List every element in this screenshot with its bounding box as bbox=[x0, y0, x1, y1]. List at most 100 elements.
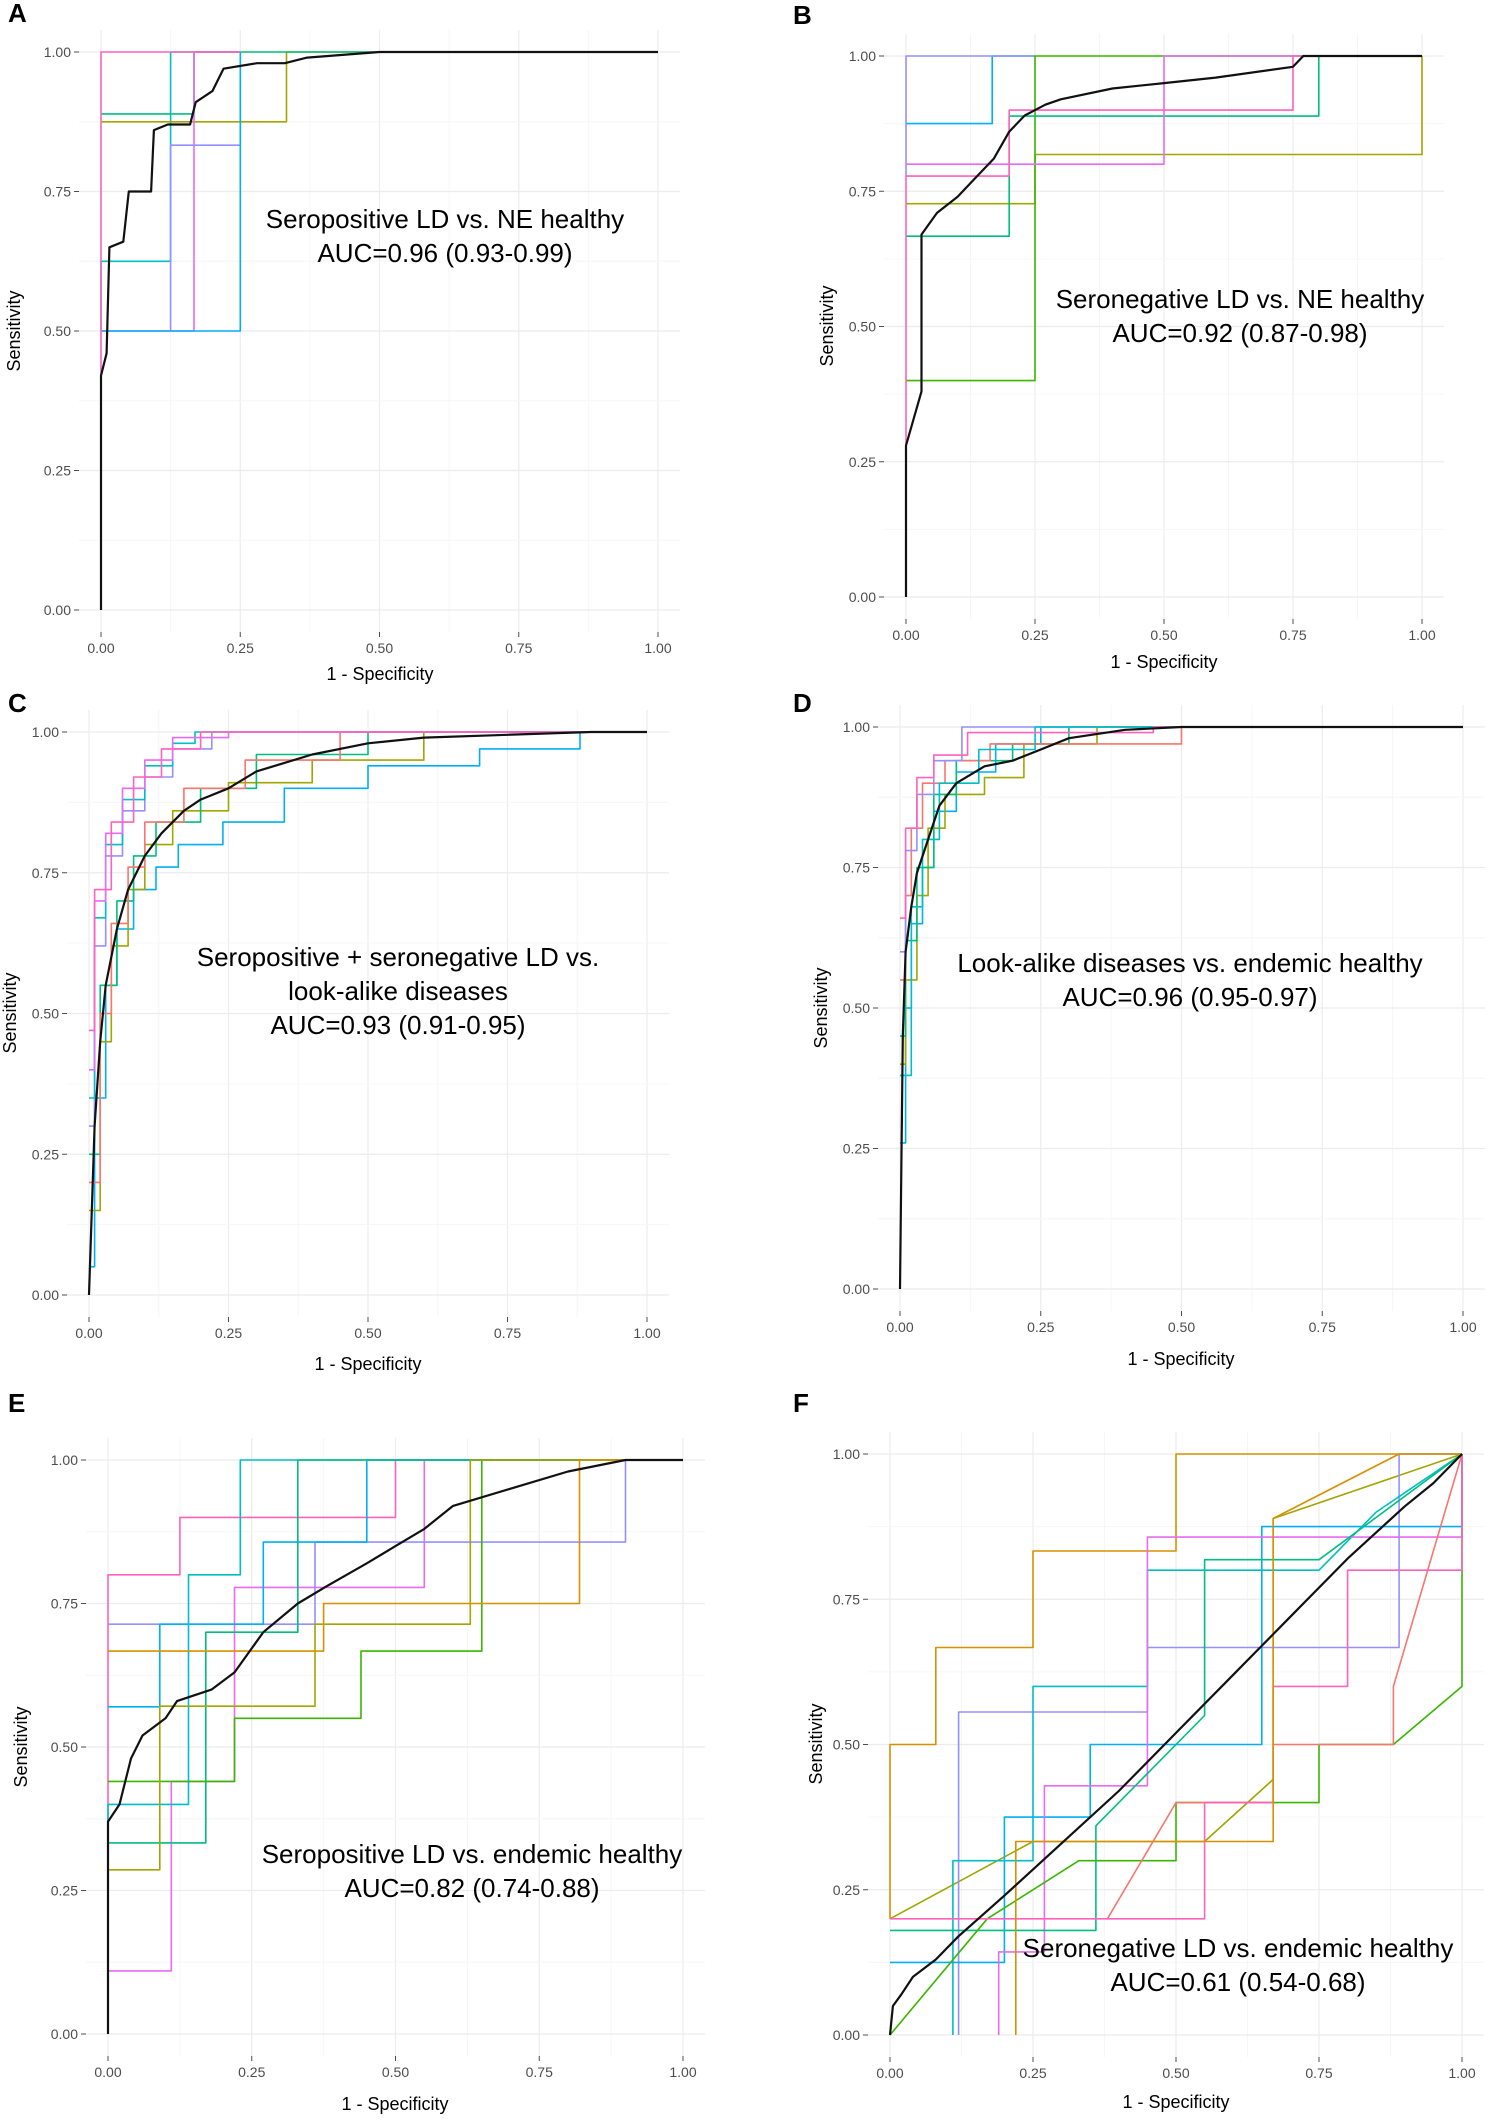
auc-annotation: Look-alike diseases vs. endemic healthy bbox=[957, 948, 1422, 978]
y-tick-label: 0.00 bbox=[51, 2026, 78, 2042]
y-tick-label: 1.00 bbox=[833, 1446, 860, 1462]
panel-letter: F bbox=[793, 1388, 809, 1418]
x-tick-label: 0.00 bbox=[876, 2065, 903, 2081]
x-tick-label: 0.50 bbox=[354, 1325, 381, 1341]
x-tick-label: 0.50 bbox=[1168, 1319, 1195, 1335]
panel-letter: A bbox=[8, 0, 27, 28]
y-tick-label: 1.00 bbox=[849, 48, 876, 64]
panel-b: B 0.00 0.25 0.50 0.75 1.00 0.00 0.25 0.50 0.75 1.0… bbox=[793, 0, 1444, 672]
panel-a: A 0.00 0.25 0.50 0.75 1.00 0.00 0.25 0.50 0.75 1.0… bbox=[4, 0, 680, 684]
y-tick-label: 1.00 bbox=[44, 44, 71, 60]
y-tick-label: 0.75 bbox=[849, 183, 876, 199]
panel-letter: B bbox=[793, 0, 812, 30]
x-tick-label: 0.75 bbox=[526, 2064, 553, 2080]
x-tick-label: 0.50 bbox=[382, 2064, 409, 2080]
roc-curve-fold bbox=[1015, 1453, 1462, 2035]
roc-curve-mean bbox=[87, 730, 647, 1296]
x-tick-label: 0.25 bbox=[227, 640, 254, 656]
y-axis-title: Sensitivity bbox=[11, 1706, 31, 1787]
roc-curve-mean bbox=[106, 1458, 683, 2034]
y-tick-label: 0.25 bbox=[849, 454, 876, 470]
y-tick-label: 1.00 bbox=[51, 1452, 78, 1468]
x-axis-title: 1 - Specificity bbox=[1127, 1349, 1234, 1369]
x-tick-label: 1.00 bbox=[1408, 627, 1435, 643]
auc-annotation: AUC=0.96 (0.93-0.99) bbox=[317, 238, 572, 268]
y-tick-label: 0.00 bbox=[843, 1281, 870, 1297]
y-tick-label: 0.00 bbox=[833, 2027, 860, 2043]
y-tick-label: 0.00 bbox=[849, 589, 876, 605]
auc-annotation: Seropositive + seronegative LD vs. bbox=[197, 942, 600, 972]
roc-curve-fold bbox=[89, 731, 647, 1032]
roc-curve-fold bbox=[889, 1453, 1462, 1919]
x-tick-label: 1.00 bbox=[633, 1325, 660, 1341]
panel-letter: C bbox=[8, 688, 27, 718]
roc-curve-fold bbox=[890, 1453, 1463, 1932]
y-tick-label: 1.00 bbox=[843, 719, 870, 735]
roc-curve-fold bbox=[101, 52, 242, 332]
y-axis-title: Sensitivity bbox=[817, 285, 837, 366]
roc-curve-fold bbox=[108, 1459, 683, 1783]
x-tick-label: 0.00 bbox=[892, 627, 919, 643]
y-tick-label: 0.00 bbox=[32, 1287, 59, 1303]
y-tick-label: 0.25 bbox=[51, 1883, 78, 1899]
panel-e: E 0.00 0.25 0.50 0.75 1.00 0.00 0.25 0.50 0.75 1.0… bbox=[8, 1388, 705, 2114]
y-tick-label: 0.50 bbox=[44, 323, 71, 339]
y-axis-title: Sensitivity bbox=[4, 290, 24, 371]
auc-annotation: AUC=0.92 (0.87-0.98) bbox=[1112, 318, 1367, 348]
y-axis-title: Sensitivity bbox=[811, 967, 831, 1048]
auc-annotation: AUC=0.61 (0.54-0.68) bbox=[1110, 1967, 1365, 1997]
panel-letter: E bbox=[8, 1388, 25, 1418]
y-tick-label: 0.25 bbox=[843, 1141, 870, 1157]
y-tick-label: 0.25 bbox=[32, 1146, 59, 1162]
y-tick-label: 0.25 bbox=[44, 463, 71, 479]
roc-curve-fold bbox=[108, 1459, 683, 1844]
roc-curve-fold bbox=[889, 1453, 1463, 1920]
x-tick-label: 1.00 bbox=[1449, 1319, 1476, 1335]
x-tick-label: 0.25 bbox=[238, 2064, 265, 2080]
x-axis-title: 1 - Specificity bbox=[314, 1354, 421, 1374]
panel-letter: D bbox=[793, 688, 812, 718]
y-tick-label: 0.75 bbox=[833, 1591, 860, 1607]
y-axis-title: Sensitivity bbox=[0, 972, 20, 1053]
x-axis-title: 1 - Specificity bbox=[341, 2094, 448, 2114]
y-tick-label: 0.25 bbox=[833, 1882, 860, 1898]
roc-curve-mean bbox=[904, 54, 1422, 597]
roc-curve-mean bbox=[888, 1453, 1463, 2036]
x-tick-label: 1.00 bbox=[669, 2064, 696, 2080]
roc-curve-fold bbox=[108, 1459, 683, 1972]
x-axis-title: 1 - Specificity bbox=[326, 664, 433, 684]
x-tick-label: 0.75 bbox=[1305, 2065, 1332, 2081]
y-tick-label: 0.50 bbox=[51, 1739, 78, 1755]
roc-curve-fold bbox=[905, 55, 1422, 446]
roc-curve-mean bbox=[99, 50, 658, 610]
x-tick-label: 0.25 bbox=[1027, 1319, 1054, 1335]
roc-curve-fold bbox=[890, 1454, 1463, 1964]
auc-annotation: look-alike diseases bbox=[288, 976, 508, 1006]
x-tick-label: 0.50 bbox=[1162, 2065, 1189, 2081]
x-tick-label: 0.75 bbox=[1279, 627, 1306, 643]
x-tick-label: 0.00 bbox=[75, 1325, 102, 1341]
x-tick-label: 0.00 bbox=[87, 640, 114, 656]
roc-curve-fold bbox=[905, 55, 1035, 177]
roc-curve-fold bbox=[900, 726, 1463, 1077]
x-tick-label: 1.00 bbox=[1448, 2065, 1475, 2081]
roc-curve-fold bbox=[89, 731, 647, 1268]
y-tick-label: 1.00 bbox=[32, 724, 59, 740]
roc-curve-fold bbox=[100, 51, 241, 376]
auc-annotation: AUC=0.96 (0.95-0.97) bbox=[1062, 982, 1317, 1012]
y-tick-label: 0.00 bbox=[44, 602, 71, 618]
x-axis-title: 1 - Specificity bbox=[1110, 652, 1217, 672]
roc-curve-mean bbox=[898, 725, 1463, 1290]
y-axis-title: Sensitivity bbox=[806, 1703, 826, 1784]
panel-d: D 0.00 0.25 0.50 0.75 1.00 0.00 0.25 0.50 0.75 1.0… bbox=[793, 688, 1485, 1369]
auc-annotation: AUC=0.82 (0.74-0.88) bbox=[344, 1873, 599, 1903]
x-tick-label: 0.00 bbox=[886, 1319, 913, 1335]
auc-annotation: Seronegative LD vs. endemic healthy bbox=[1023, 1933, 1454, 1963]
x-tick-label: 1.00 bbox=[644, 640, 671, 656]
y-tick-label: 0.50 bbox=[849, 319, 876, 335]
y-tick-label: 0.75 bbox=[843, 860, 870, 876]
y-tick-label: 0.50 bbox=[833, 1737, 860, 1753]
x-tick-label: 0.50 bbox=[366, 640, 393, 656]
x-tick-label: 0.50 bbox=[1150, 627, 1177, 643]
